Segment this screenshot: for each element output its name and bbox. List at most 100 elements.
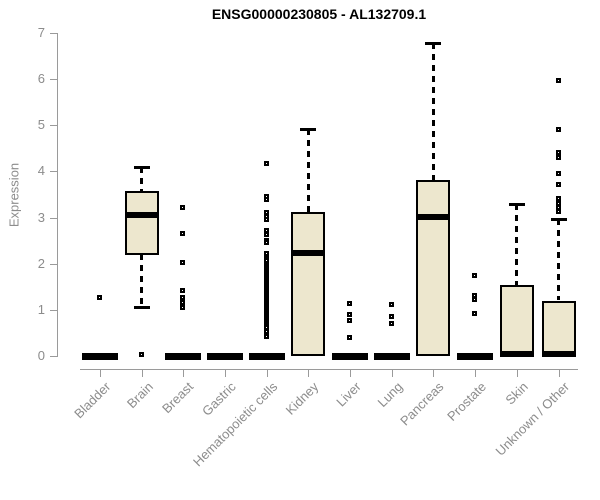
y-tick bbox=[50, 79, 57, 80]
outlier-point bbox=[139, 352, 144, 357]
boxplot-flat-box bbox=[249, 353, 285, 360]
x-tick bbox=[350, 369, 351, 377]
x-category-label: Unknown / Other bbox=[493, 379, 573, 459]
whisker-upper bbox=[432, 43, 435, 180]
boxplot-box bbox=[542, 301, 576, 356]
y-tick-label: 3 bbox=[37, 210, 45, 225]
outlier-point bbox=[472, 273, 477, 278]
x-category-label: Skin bbox=[502, 379, 531, 408]
y-tick-label: 6 bbox=[37, 71, 45, 86]
x-tick bbox=[267, 369, 268, 377]
x-category-label: Brain bbox=[123, 379, 156, 412]
outlier-point bbox=[347, 318, 352, 323]
outlier-point bbox=[556, 155, 561, 160]
x-category-label: Prostate bbox=[443, 379, 489, 424]
outlier-point bbox=[556, 171, 561, 176]
y-tick bbox=[50, 356, 57, 357]
outlier-point bbox=[180, 295, 185, 300]
x-category-label: Breast bbox=[159, 379, 197, 417]
x-tick bbox=[433, 369, 434, 377]
outlier-point bbox=[180, 300, 185, 305]
outlier-point bbox=[180, 288, 185, 293]
outlier-point bbox=[556, 78, 561, 83]
outlier-point bbox=[472, 297, 477, 302]
y-tick-label: 0 bbox=[37, 348, 45, 363]
outlier-point bbox=[347, 335, 352, 340]
outlier-point bbox=[264, 217, 269, 222]
outlier-point bbox=[264, 232, 269, 237]
y-tick bbox=[50, 264, 57, 265]
boxplot-flat-box bbox=[457, 353, 493, 360]
y-tick-label: 5 bbox=[37, 117, 45, 132]
outlier-point bbox=[556, 150, 561, 155]
x-category-label: Pancreas bbox=[397, 379, 447, 429]
y-tick-label: 4 bbox=[37, 163, 45, 178]
y-tick bbox=[50, 125, 57, 126]
boxplot-box bbox=[125, 191, 159, 255]
boxplot-flat-box bbox=[165, 353, 201, 360]
boxplot-box bbox=[291, 212, 325, 356]
y-tick-label: 7 bbox=[37, 25, 45, 40]
x-category-label: Liver bbox=[333, 379, 364, 410]
outlier-point bbox=[180, 205, 185, 210]
outlier-point bbox=[389, 321, 394, 326]
y-tick-label: 2 bbox=[37, 256, 45, 271]
whisker-upper bbox=[515, 204, 518, 285]
whisker-upper bbox=[140, 167, 143, 191]
x-tick bbox=[559, 369, 560, 377]
outlier-point bbox=[180, 260, 185, 265]
outlier-point bbox=[556, 182, 561, 187]
boxplot-flat-box bbox=[374, 353, 410, 360]
boxplot-box bbox=[416, 180, 450, 356]
boxplot-median bbox=[542, 351, 576, 357]
whisker-lower bbox=[140, 254, 143, 307]
x-tick bbox=[100, 369, 101, 377]
y-tick bbox=[50, 218, 57, 219]
x-axis-line bbox=[80, 369, 578, 370]
boxplot-flat-box bbox=[82, 353, 118, 360]
x-tick bbox=[142, 369, 143, 377]
outlier-point bbox=[97, 295, 102, 300]
boxplot-median bbox=[125, 212, 159, 218]
outlier-point bbox=[389, 314, 394, 319]
x-tick bbox=[392, 369, 393, 377]
outlier-point bbox=[347, 301, 352, 306]
outlier-point bbox=[347, 312, 352, 317]
boxplot-median bbox=[500, 351, 534, 357]
boxplot-box bbox=[500, 285, 534, 356]
x-tick bbox=[308, 369, 309, 377]
whisker-upper bbox=[307, 129, 310, 212]
outlier-point bbox=[556, 127, 561, 132]
x-category-label: Gastric bbox=[198, 379, 239, 419]
y-axis-line bbox=[57, 33, 58, 357]
outlier-point bbox=[264, 329, 269, 334]
boxplot-median bbox=[416, 214, 450, 220]
whisker-cap-upper bbox=[300, 128, 316, 131]
x-category-label: Kidney bbox=[282, 379, 322, 418]
whisker-cap-lower bbox=[134, 306, 150, 309]
boxplot-median bbox=[291, 250, 325, 256]
whisker-upper bbox=[557, 219, 560, 300]
x-tick bbox=[517, 369, 518, 377]
outlier-point bbox=[180, 305, 185, 310]
boxplot-flat-box bbox=[207, 353, 243, 360]
outlier-point bbox=[180, 231, 185, 236]
outlier-point bbox=[389, 302, 394, 307]
x-tick bbox=[475, 369, 476, 377]
outlier-point bbox=[264, 334, 269, 339]
x-tick bbox=[225, 369, 226, 377]
x-category-label: Bladder bbox=[71, 379, 114, 422]
y-tick-label: 1 bbox=[37, 302, 45, 317]
outlier-point bbox=[556, 209, 561, 214]
outlier-point bbox=[264, 161, 269, 166]
chart-title: ENSG00000230805 - AL132709.1 bbox=[211, 6, 427, 22]
outlier-point bbox=[264, 240, 269, 245]
y-tick bbox=[50, 33, 57, 34]
whisker-cap-upper bbox=[509, 203, 525, 206]
outlier-point bbox=[472, 311, 477, 316]
whisker-cap-upper bbox=[134, 166, 150, 169]
outlier-point bbox=[556, 196, 561, 201]
whisker-cap-upper bbox=[551, 218, 567, 221]
boxplot-flat-box bbox=[332, 353, 368, 360]
